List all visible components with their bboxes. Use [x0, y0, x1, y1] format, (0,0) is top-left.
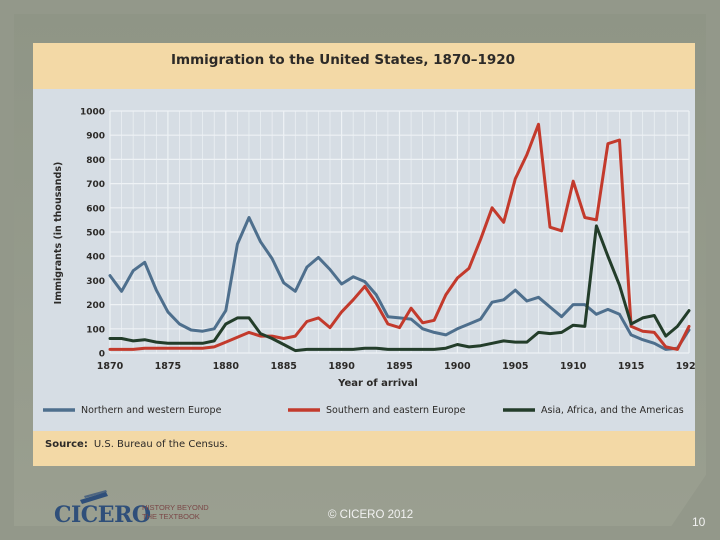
y-tick-label: 700 — [86, 180, 105, 190]
series-lines — [108, 122, 691, 353]
y-tick-label: 200 — [86, 301, 105, 311]
series-line-1 — [108, 216, 691, 351]
page-number: 10 — [692, 515, 706, 529]
source-value: U.S. Bureau of the Census. — [93, 439, 228, 450]
chart-figure: Immigration to the United States, 1870–1… — [33, 43, 695, 466]
y-tick-label: 600 — [86, 204, 105, 214]
x-tick-label: 1895 — [386, 361, 412, 372]
series-line-2 — [108, 122, 691, 351]
copyright-text: © CICERO 2012 — [328, 509, 414, 521]
x-tick-label: 1915 — [618, 361, 644, 372]
y-tick-label: 1000 — [80, 108, 105, 118]
legend: Northern and western Europe Southern and … — [43, 405, 684, 416]
cicero-logo: CICERO HISTORY BEYOND THE TEXTBOOK — [52, 490, 232, 530]
legend-label-1: Northern and western Europe — [81, 405, 222, 416]
y-tick-label: 400 — [86, 253, 105, 263]
title-band: Immigration to the United States, 1870–1… — [33, 43, 695, 89]
x-tick-label: 1890 — [328, 361, 355, 372]
logo-wordmark: CICERO — [54, 502, 151, 528]
x-tick-label: 1885 — [270, 361, 296, 372]
source-label: Source: — [45, 439, 88, 450]
legend-label-2: Southern and eastern Europe — [326, 405, 466, 416]
logo-tagline-line1: HISTORY BEYOND — [142, 503, 209, 512]
logo-tagline-line2: THE TEXTBOOK — [142, 512, 200, 521]
x-tick-label: 1910 — [560, 361, 587, 372]
y-tick-label: 800 — [86, 156, 105, 166]
x-tick-label: 1900 — [444, 361, 471, 372]
axes: 0 100 200 300 400 500 600 700 800 900 1000 1870 1875… — [80, 108, 695, 373]
source-note: Source: U.S. Bureau of the Census. — [45, 439, 228, 450]
y-tick-label: 0 — [99, 350, 105, 360]
legend-label-3: Asia, Africa, and the Americas — [541, 405, 684, 416]
chart-title: Immigration to the United States, 1870–1… — [171, 52, 516, 68]
y-tick-label: 900 — [86, 132, 105, 142]
x-axis-label: Year of arrival — [337, 378, 418, 389]
y-tick-label: 300 — [86, 277, 105, 287]
logo-tagline: HISTORY BEYOND THE TEXTBOOK — [142, 503, 232, 521]
y-tick-label: 100 — [86, 325, 105, 335]
flag-icon — [80, 490, 108, 504]
y-axis-label: Immigrants (in thousands) — [53, 162, 64, 305]
x-tick-label: 1905 — [502, 361, 528, 372]
x-tick-label: 1870 — [97, 361, 124, 372]
source-band: Source: U.S. Bureau of the Census. — [33, 431, 695, 466]
x-tick-label: 1920 — [676, 361, 695, 372]
y-tick-label: 500 — [86, 229, 105, 239]
line-chart: 0 100 200 300 400 500 600 700 800 900 1000 1870 1875… — [43, 108, 695, 416]
x-tick-label: 1880 — [213, 361, 240, 372]
series-line-3 — [108, 224, 691, 353]
x-tick-label: 1875 — [155, 361, 181, 372]
